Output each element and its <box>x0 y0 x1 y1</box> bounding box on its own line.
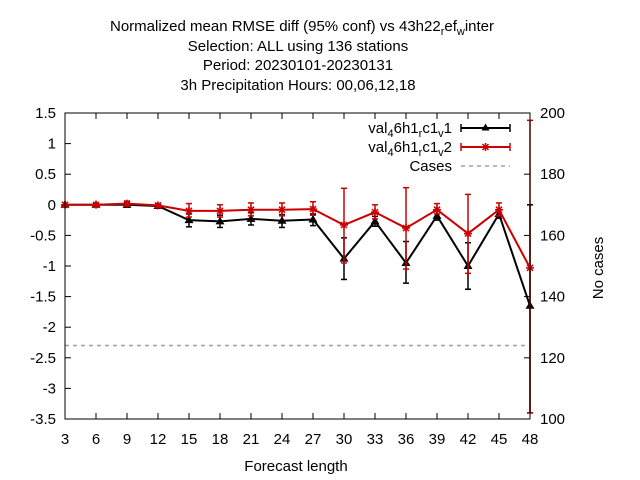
legend: val46h1rc1v1 val46h1rc1v2 Cases <box>368 120 511 175</box>
y-tick-label: -0.5 <box>30 227 56 244</box>
data-point <box>433 205 441 214</box>
y-tick-label: 0 <box>48 197 56 214</box>
y-tick-label: -1 <box>43 258 56 275</box>
data-point <box>247 205 255 214</box>
y-tick-label: -1.5 <box>30 289 56 306</box>
y-tick-label: 0.5 <box>35 166 56 183</box>
x-tick-label: 15 <box>181 431 198 448</box>
data-point <box>246 214 256 222</box>
y2-tick-label: 160 <box>540 227 565 244</box>
data-point <box>154 201 162 210</box>
data-point <box>185 206 193 215</box>
x-tick-label: 33 <box>367 431 384 448</box>
x-axis-label: Forecast length <box>244 458 347 475</box>
y-tick-label: -3.5 <box>30 411 56 428</box>
y-tick-label: -2 <box>43 319 56 336</box>
data-point <box>123 199 131 208</box>
data-point <box>215 216 225 225</box>
series-line <box>65 203 531 307</box>
legend-swatch-series-2 <box>460 143 511 151</box>
y2-tick-label: 200 <box>540 105 565 122</box>
y2-tick-label: 100 <box>540 411 565 428</box>
chart-title-line-1: Normalized mean RMSE diff (95% conf) vs … <box>110 18 494 38</box>
x-tick-label: 12 <box>150 431 167 448</box>
data-point <box>495 205 503 214</box>
x-tick-label: 36 <box>398 431 415 448</box>
y-tick-label: 1 <box>48 136 56 153</box>
x-tick-label: 9 <box>123 431 131 448</box>
data-point <box>308 214 318 223</box>
y-tick-label: -3 <box>43 380 56 397</box>
chart-title-line-3: Period: 20230101-20230131 <box>203 57 393 74</box>
chart-title-line-4: 3h Precipitation Hours: 00,06,12,18 <box>180 77 415 94</box>
y2-tick-label: 180 <box>540 166 565 183</box>
legend-label-series-1: val46h1rc1v1 <box>368 120 452 140</box>
data-point <box>277 216 287 224</box>
x-tick-label: 30 <box>336 431 353 448</box>
x-tick-label: 27 <box>305 431 322 448</box>
x-tick-label: 48 <box>522 431 539 448</box>
legend-label-series-2: val46h1rc1v2 <box>368 139 452 159</box>
y2-axis-label: No cases <box>590 237 607 300</box>
data-point <box>464 229 472 238</box>
plot-frame <box>64 112 531 420</box>
data-point <box>432 211 442 219</box>
data-point <box>370 216 380 225</box>
legend-swatch-series-1 <box>460 123 511 132</box>
x-tick-label: 3 <box>61 431 69 448</box>
data-point <box>184 215 194 224</box>
data-point <box>92 200 100 209</box>
y2-tick-label: 120 <box>540 350 565 367</box>
x-tick-label: 45 <box>491 431 508 448</box>
x-tick-label: 39 <box>429 431 446 448</box>
series-1 <box>60 200 535 414</box>
axis-ticks: 3 6 9 12 15 18 21 24 27 30 33 36 39 42 45 481.510.50-0.… <box>30 105 565 448</box>
x-tick-label: 24 <box>274 431 291 448</box>
series-2 <box>61 119 534 414</box>
y-tick-label: 1.5 <box>35 105 56 122</box>
data-point <box>278 205 286 214</box>
chart-title-line-2: Selection: ALL using 136 stations <box>188 38 408 55</box>
x-tick-label: 21 <box>243 431 260 448</box>
x-tick-label: 42 <box>460 431 477 448</box>
y-tick-label: -2.5 <box>30 350 56 367</box>
legend-label-cases: Cases <box>409 158 452 175</box>
x-tick-label: 6 <box>92 431 100 448</box>
data-point <box>371 208 379 217</box>
data-point <box>340 220 348 229</box>
series-line <box>65 202 531 269</box>
data-point <box>216 206 224 215</box>
data-series <box>60 119 535 414</box>
data-point <box>309 205 317 214</box>
y2-tick-label: 140 <box>540 289 565 306</box>
x-tick-label: 18 <box>212 431 229 448</box>
data-point <box>402 224 410 233</box>
